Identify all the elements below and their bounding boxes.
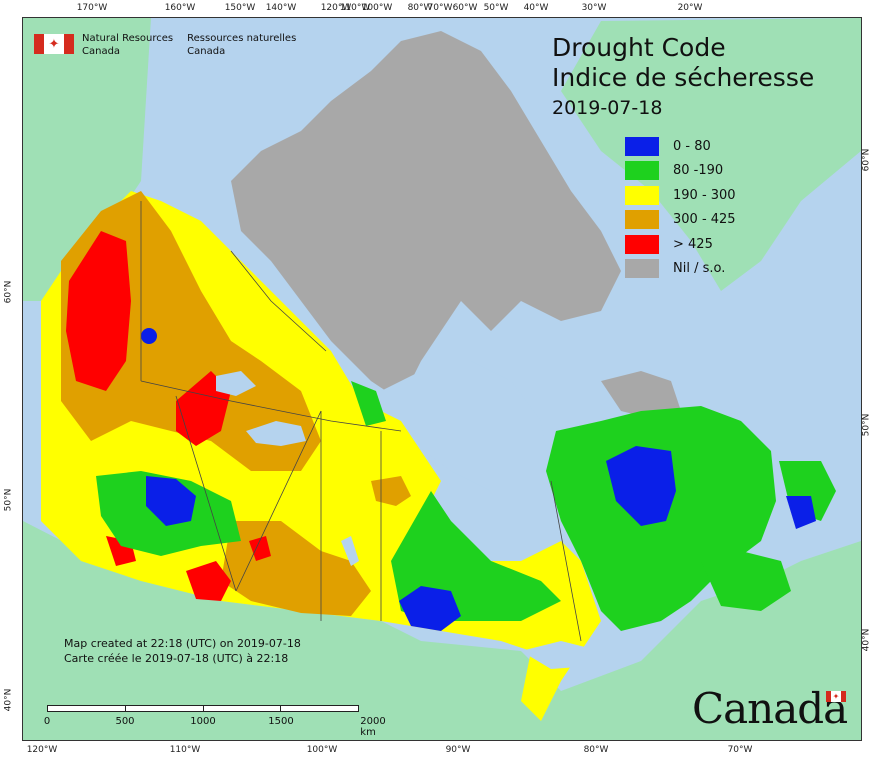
map-canvas <box>22 17 862 741</box>
drought-blue-yukon <box>141 328 157 344</box>
graticule-top-label: 60°W <box>452 3 478 13</box>
legend-label: 0 - 80 <box>673 138 711 154</box>
legend-label: 80 -190 <box>673 163 724 179</box>
drought-red-south <box>186 561 231 601</box>
hudson-bay <box>381 361 551 501</box>
title-en: Drought Code <box>552 33 726 62</box>
credit-en: Map created at 22:18 (UTC) on 2019-07-18 <box>64 637 301 650</box>
legend-swatch <box>625 136 659 156</box>
graticule-top-label: 110°W <box>339 3 371 13</box>
legend-swatch <box>625 161 659 181</box>
provincial-borders <box>140 201 582 642</box>
agency-name-en: Natural Resources Canada <box>82 33 174 57</box>
arctic-nil <box>231 31 621 401</box>
great-slave-lake <box>246 421 306 446</box>
legend-swatch <box>625 259 659 279</box>
graticule-top-label: 150°W <box>224 3 256 13</box>
credit-fr: Carte créée le 2019-07-18 (UTC) à 22:18 <box>64 652 289 665</box>
graticule-bottom-label: 80°W <box>583 745 609 755</box>
legend-item: 190 - 300 <box>625 183 736 208</box>
graticule-bottom-label: 70°W <box>727 745 753 755</box>
drought-green-hudson-shore <box>351 381 386 426</box>
graticule-left-label: 40°N <box>3 688 14 712</box>
legend-swatch <box>625 185 659 205</box>
graticule-bottom-label: 90°W <box>445 745 471 755</box>
drought-red-sask <box>249 536 271 561</box>
graticule-top-label: 50°W <box>483 3 509 13</box>
scale-bar: 0 500 1000 1500 2000 km <box>43 702 386 738</box>
legend-swatch <box>625 234 659 254</box>
canada-wordmark: Canada <box>692 684 848 733</box>
legend-item: 0 - 80 <box>625 134 736 159</box>
graticule-top-label: 80°W <box>407 3 433 13</box>
canada-flag-icon: ✦ <box>34 34 74 54</box>
graticule-right-label: 40°N <box>861 628 872 652</box>
scale-label: 1500 <box>268 716 294 727</box>
legend-label: > 425 <box>673 236 713 252</box>
graticule-top-label: 70°W <box>427 3 453 13</box>
scale-track <box>47 705 359 712</box>
lake-winnipeg <box>341 536 359 566</box>
legend: 0 - 80 80 -190 190 - 300 300 - 425 > 425 Nil … <box>625 134 736 281</box>
legend-label: 190 - 300 <box>673 187 736 203</box>
map-date: 2019-07-18 <box>552 97 663 119</box>
legend-item: 300 - 425 <box>625 208 736 233</box>
drought-red-bc <box>66 231 131 391</box>
graticule-top-label: 30°W <box>581 3 607 13</box>
agency-name-fr: Ressources naturelles Canada <box>187 33 297 57</box>
graticule-bottom-label: 110°W <box>169 745 201 755</box>
graticule-top-label: 20°W <box>677 3 703 13</box>
graticule-right-label: 50°N <box>861 413 872 437</box>
graticule-right-label: 60°N <box>861 148 872 172</box>
graticule-left-label: 50°N <box>3 488 14 512</box>
quebec-nil <box>601 371 681 421</box>
legend-label: 300 - 425 <box>673 212 736 228</box>
legend-label: Nil / s.o. <box>673 261 726 277</box>
graticule-top-label: 160°W <box>164 3 196 13</box>
wordmark-flag-icon: ✦ <box>826 691 846 702</box>
graticule-bottom-label: 120°W <box>26 745 58 755</box>
drought-blue-alberta <box>146 476 196 526</box>
legend-swatch <box>625 210 659 230</box>
drought-code-map <box>23 18 861 740</box>
scale-label: 500 <box>115 716 135 727</box>
graticule-top-label: 120°W <box>320 3 352 13</box>
greenland-land <box>561 18 861 291</box>
graticule-top-label: 170°W <box>76 3 108 13</box>
title-fr: Indice de sécheresse <box>552 63 815 92</box>
great-lakes <box>521 641 601 669</box>
agency-signature: ✦ Natural Resources Canada Ressources na… <box>34 32 310 58</box>
legend-item: > 425 <box>625 232 736 257</box>
graticule-top-label: 140°W <box>265 3 297 13</box>
scale-label: 2000 km <box>360 716 386 738</box>
legend-item: Nil / s.o. <box>625 257 736 282</box>
drought-green-maritime <box>701 551 791 611</box>
alaska-land <box>23 18 151 301</box>
drought-blue-quebec <box>606 446 676 526</box>
drought-blue-ontario <box>399 586 461 631</box>
usa-land <box>23 521 861 740</box>
map-credit: Map created at 22:18 (UTC) on 2019-07-18… <box>64 636 301 666</box>
legend-item: 80 -190 <box>625 159 736 184</box>
drought-blue-nfld <box>786 496 816 529</box>
scale-label: 0 <box>43 716 51 727</box>
graticule-top-label: 100°W <box>361 3 393 13</box>
graticule-left-label: 60°N <box>3 280 14 304</box>
graticule-top-label: 40°W <box>523 3 549 13</box>
great-bear-lake <box>216 371 256 396</box>
graticule-bottom-label: 100°W <box>306 745 338 755</box>
scale-label: 1000 <box>190 716 216 727</box>
map-title: Drought Code Indice de sécheresse 2019-0… <box>552 33 814 121</box>
